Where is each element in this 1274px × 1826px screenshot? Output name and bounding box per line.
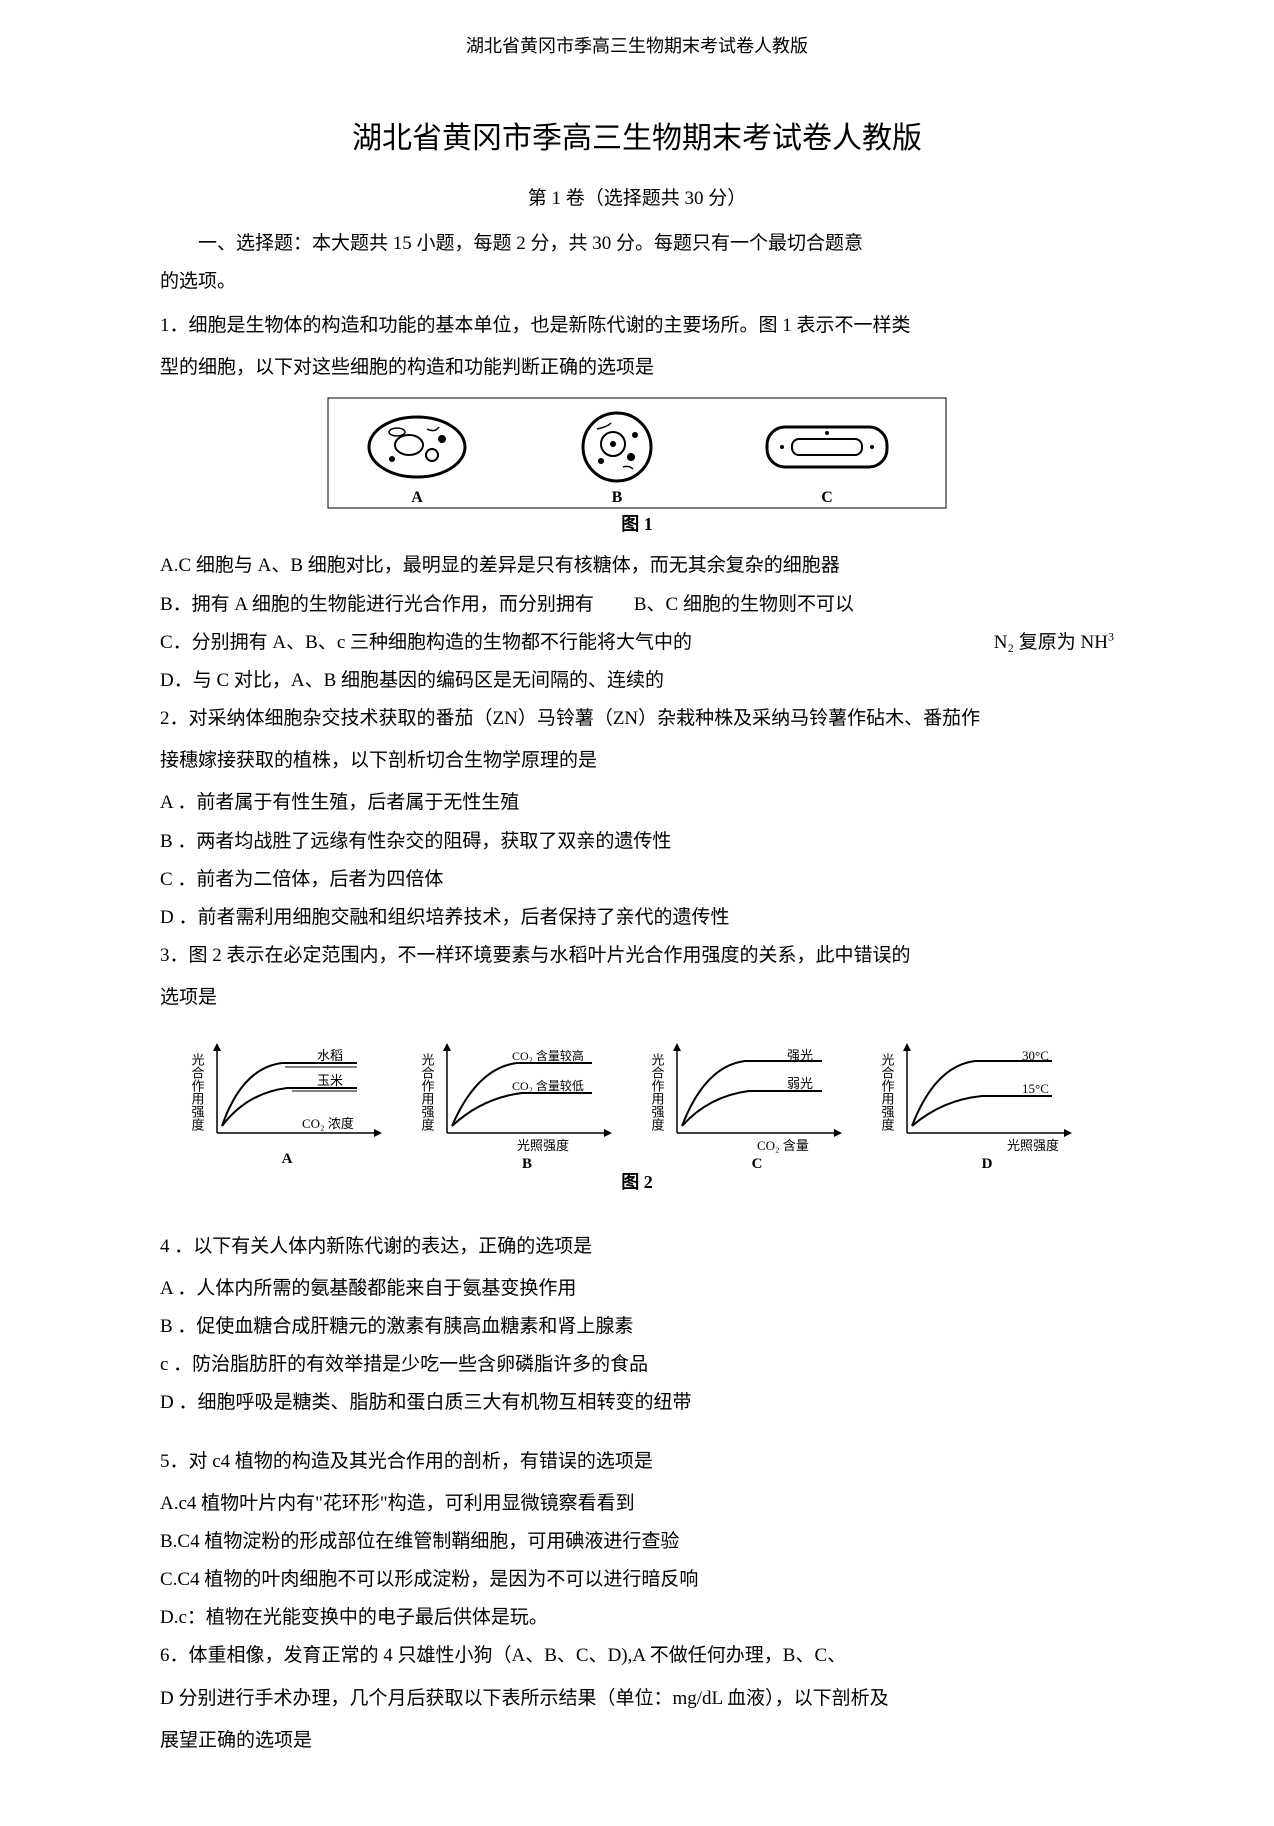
svg-text:光合作用强度: 光合作用强度 (880, 1053, 895, 1131)
svg-text:弱光: 弱光 (787, 1076, 813, 1091)
q4-opt-d: D ．细胞呼吸是糖类、脂肪和蛋白质三大有机物互相转变的纽带 (160, 1386, 1114, 1420)
q6-stem-1: 6．体重相像，发育正常的 4 只雄性小狗（A、B、C、D),A 不做任何办理，B… (160, 1639, 1114, 1673)
svg-text:光合作用强度: 光合作用强度 (420, 1053, 435, 1131)
svg-text:CO₂ 含量: CO₂ 含量 (757, 1138, 809, 1153)
svg-text:30°C: 30°C (1022, 1048, 1049, 1063)
instructions-line-1: 一、选择题：本大题共 15 小题，每题 2 分，共 30 分。每题只有一个最切合… (160, 227, 1114, 261)
fig1-label-b: B (612, 489, 623, 506)
svg-text:A: A (282, 1151, 293, 1167)
svg-text:15°C: 15°C (1022, 1081, 1049, 1096)
svg-text:CO₂ 浓度: CO₂ 浓度 (302, 1116, 354, 1131)
svg-text:C: C (752, 1156, 763, 1172)
q6-stem-2: D 分别进行手术办理，几个月后获取以下表所示结果（单位：mg/dL 血液），以下… (160, 1682, 1114, 1716)
fig1-label-a: A (411, 489, 423, 506)
svg-text:光合作用强度: 光合作用强度 (190, 1053, 205, 1131)
running-header: 湖北省黄冈市季高三生物期末考试卷人教版 (160, 30, 1114, 62)
svg-text:光照强度: 光照强度 (1007, 1138, 1059, 1153)
instructions-line-2: 的选项。 (160, 265, 1114, 299)
q1-stem-1: 1．细胞是生物体的构造和功能的基本单位，也是新陈代谢的主要场所。图 1 表示不一… (160, 309, 1114, 343)
q3-stem-1: 3．图 2 表示在必定范围内，不一样环境要素与水稻叶片光合作用强度的关系，此中错… (160, 939, 1114, 973)
q5-opt-d: D.c：植物在光能变换中的电子最后供体是玩。 (160, 1601, 1114, 1635)
q1-opt-c-n2: N₂ 复原为 (994, 632, 1076, 653)
q1-stem-2: 型的细胞，以下对这些细胞的构造和功能判断正确的选项是 (160, 351, 1114, 385)
svg-text:光合作用强度: 光合作用强度 (650, 1053, 665, 1131)
svg-text:D: D (982, 1156, 993, 1172)
figure-2: 光合作用强度 水稻 玉米 CO₂ 浓度 A 光合作用强度 CO₂ 含量较高 CO… (160, 1028, 1114, 1198)
q2-opt-b: B ．两者均战胜了远缘有性杂交的阻碍，获取了双亲的遗传性 (160, 825, 1114, 859)
q5-opt-a: A.c4 植物叶片内有"花环形"构造，可利用显微镜察看看到 (160, 1487, 1114, 1521)
q4-stem: 4 ．以下有关人体内新陈代谢的表达，正确的选项是 (160, 1230, 1114, 1264)
svg-text:强光: 强光 (787, 1048, 813, 1063)
q2-opt-a: A ．前者属于有性生殖，后者属于无性生殖 (160, 786, 1114, 820)
svg-text:CO₂ 含量较低: CO₂ 含量较低 (512, 1078, 584, 1093)
q1-opt-b-left: B．拥有 A 细胞的生物能进行光合作用，而分别拥有 (160, 588, 594, 622)
q1-opt-c-nh: NH (1081, 632, 1108, 653)
q6-stem-3: 展望正确的选项是 (160, 1724, 1114, 1758)
document-title: 湖北省黄冈市季高三生物期末考试卷人教版 (160, 112, 1114, 166)
q1-opt-c-sup: 3 (1108, 629, 1114, 643)
section-subtitle: 第 1 卷（选择题共 30 分） (160, 182, 1114, 216)
q1-opt-b-right: B、C 细胞的生物则不可以 (634, 588, 854, 622)
q4-opt-b: B ．促使血糖合成肝糖元的激素有胰高血糖素和肾上腺素 (160, 1310, 1114, 1344)
q2-opt-c: C ．前者为二倍体，后者为四倍体 (160, 863, 1114, 897)
fig1-label-c: C (821, 489, 833, 506)
svg-text:CO₂ 含量较高: CO₂ 含量较高 (512, 1048, 584, 1063)
svg-text:光照强度: 光照强度 (517, 1138, 569, 1153)
q5-opt-b: B.C4 植物淀粉的形成部位在维管制鞘细胞，可用碘液进行查验 (160, 1525, 1114, 1559)
svg-text:图 2: 图 2 (621, 1172, 653, 1192)
svg-text:水稻: 水稻 (317, 1048, 343, 1063)
q4-opt-a: A ．人体内所需的氨基酸都能来自于氨基变换作用 (160, 1272, 1114, 1306)
q4-opt-c: c ．防治脂肪肝的有效举措是少吃一些含卵磷脂许多的食品 (160, 1348, 1114, 1382)
q3-stem-2: 选项是 (160, 981, 1114, 1015)
q5-stem: 5．对 c4 植物的构造及其光合作用的剖析，有错误的选项是 (160, 1445, 1114, 1479)
q2-stem-2: 接穗嫁接获取的植株，以下剖析切合生物学原理的是 (160, 744, 1114, 778)
q1-opt-c-left: C．分别拥有 A、B、c 三种细胞构造的生物都不行能将大气中的 (160, 626, 692, 660)
fig1-caption: 图 1 (621, 514, 653, 534)
q1-opt-a: A.C 细胞与 A、B 细胞对比，最明显的差异是只有核糖体，而无其余复杂的细胞器 (160, 549, 1114, 583)
q2-opt-d: D ．前者需利用细胞交融和组织培养技术，后者保持了亲代的遗传性 (160, 901, 1114, 935)
q1-opt-d: D．与 C 对比，A、B 细胞基因的编码区是无间隔的、连续的 (160, 664, 1114, 698)
q5-opt-c: C.C4 植物的叶肉细胞不可以形成淀粉，是因为不可以进行暗反响 (160, 1563, 1114, 1597)
figure-1: A B C 图 1 (160, 397, 1114, 537)
svg-text:B: B (522, 1156, 532, 1172)
q2-stem-1: 2．对采纳体细胞杂交技术获取的番茄（ZN）马铃薯（ZN）杂栽种株及采纳马铃薯作砧… (160, 702, 1114, 736)
svg-text:玉米: 玉米 (317, 1073, 343, 1088)
